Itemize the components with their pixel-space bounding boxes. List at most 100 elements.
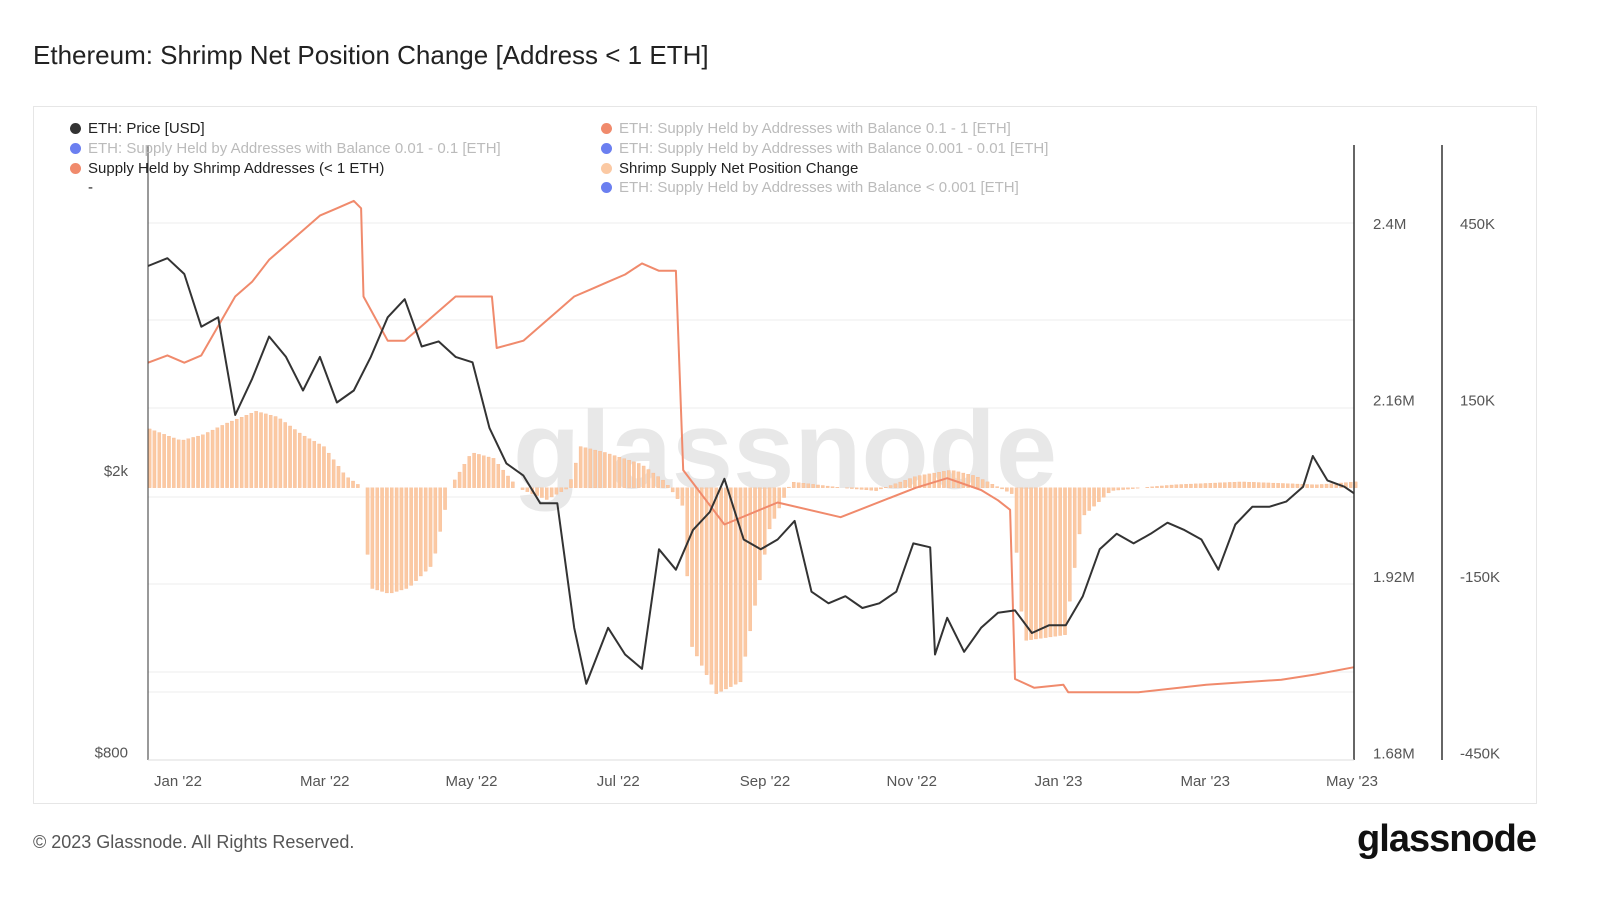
net-position-bar xyxy=(283,422,287,488)
net-position-bar xyxy=(1160,485,1164,488)
net-position-bar xyxy=(549,487,554,498)
net-position-bar xyxy=(1290,483,1295,488)
net-position-bar xyxy=(976,477,980,488)
net-tick-label: -150K xyxy=(1460,569,1500,586)
net-position-bar xyxy=(452,479,457,488)
net-position-bar xyxy=(1223,482,1227,488)
net-position-bar xyxy=(859,487,864,490)
net-position-bar xyxy=(545,487,549,500)
net-position-bar xyxy=(1242,481,1246,488)
net-position-bar xyxy=(1324,483,1329,488)
net-position-bar xyxy=(167,436,171,488)
net-position-bar xyxy=(496,464,501,488)
legend-item[interactable]: ETH: Supply Held by Addresses with Balan… xyxy=(601,179,1019,196)
net-position-bar xyxy=(1101,487,1106,498)
net-position-bar xyxy=(264,413,268,488)
net-position-bar xyxy=(1179,484,1183,488)
net-tick-label: 450K xyxy=(1460,216,1495,233)
net-position-bar xyxy=(884,487,888,488)
net-position-bar xyxy=(980,479,985,488)
net-position-bar xyxy=(787,486,791,488)
net-position-bar xyxy=(317,443,321,488)
net-position-bar xyxy=(729,487,733,687)
net-position-bar xyxy=(1082,487,1087,516)
net-position-bar xyxy=(733,487,738,685)
legend-item[interactable]: Supply Held by Shrimp Addresses (< 1 ETH… xyxy=(70,160,384,177)
net-position-bar xyxy=(423,487,428,572)
net-position-bar xyxy=(1295,483,1300,488)
net-position-bar xyxy=(627,460,631,488)
net-position-bar xyxy=(428,487,433,567)
legend-label: ETH: Price [USD] xyxy=(88,120,205,137)
net-position-bar xyxy=(457,471,462,488)
legend-dot-icon xyxy=(601,143,612,154)
x-tick-label: Mar '22 xyxy=(300,773,350,790)
net-position-bar xyxy=(288,425,292,488)
net-position-bar xyxy=(404,487,409,589)
legend-label: Shrimp Supply Net Position Change xyxy=(619,160,859,177)
legend-item[interactable]: - xyxy=(70,179,93,196)
legend-item[interactable]: ETH: Supply Held by Addresses with Balan… xyxy=(601,120,1011,137)
net-position-bar xyxy=(656,476,660,488)
net-position-bar xyxy=(801,483,806,488)
net-position-bar xyxy=(927,473,932,488)
net-position-bar xyxy=(1252,482,1256,488)
legend-item[interactable]: ETH: Price [USD] xyxy=(70,120,205,137)
legend-item[interactable]: ETH: Supply Held by Addresses with Balan… xyxy=(70,140,501,157)
net-position-bar xyxy=(1000,487,1004,490)
net-position-bar xyxy=(792,481,796,488)
net-position-bar xyxy=(709,487,714,685)
net-position-bar xyxy=(1305,484,1309,488)
legend-dot-icon xyxy=(70,182,81,193)
net-position-bar xyxy=(1039,487,1043,639)
net-position-bar xyxy=(1315,484,1319,488)
legend-item[interactable]: Shrimp Supply Net Position Change xyxy=(601,160,858,177)
net-position-bar xyxy=(201,434,205,488)
net-position-bar xyxy=(341,472,346,488)
net-position-bar xyxy=(1150,486,1154,488)
net-position-bar xyxy=(1087,487,1091,511)
legend-item[interactable]: ETH: Supply Held by Addresses with Balan… xyxy=(601,140,1048,157)
eth-price-line xyxy=(147,257,1355,685)
net-position-bar xyxy=(661,479,665,488)
net-position-bar xyxy=(1034,487,1038,640)
net-position-bar xyxy=(825,485,830,488)
net-position-bar xyxy=(1072,487,1077,568)
net-position-bar xyxy=(297,432,302,488)
net-position-bar xyxy=(331,459,336,488)
net-position-bar xyxy=(157,432,162,488)
net-position-bar xyxy=(603,452,607,488)
net-position-bar xyxy=(419,487,423,577)
net-position-bar xyxy=(196,435,200,488)
net-position-bar xyxy=(225,422,229,488)
net-position-bar xyxy=(617,457,622,488)
legend-dot-icon xyxy=(70,163,81,174)
net-position-bar xyxy=(380,487,384,592)
net-position-bar xyxy=(1043,487,1048,638)
net-position-bar xyxy=(811,484,815,488)
net-position-bar xyxy=(874,487,878,491)
net-position-bar xyxy=(433,487,438,554)
net-position-bar xyxy=(990,484,995,488)
net-position-bar xyxy=(278,418,283,488)
net-position-bar xyxy=(385,487,389,594)
net-position-bar xyxy=(525,487,530,492)
net-position-bar xyxy=(821,485,825,488)
net-position-bar xyxy=(1092,487,1096,507)
net-position-bar xyxy=(1329,483,1334,488)
supply-tick-label: 1.68M xyxy=(1373,746,1415,763)
net-position-bar xyxy=(666,485,670,488)
net-position-bar xyxy=(390,487,394,594)
net-position-bar xyxy=(593,449,597,488)
net-position-bar xyxy=(956,471,961,488)
net-position-bar xyxy=(501,469,505,488)
net-position-bar xyxy=(1005,487,1009,492)
legend-label: ETH: Supply Held by Addresses with Balan… xyxy=(619,140,1049,157)
supply-tick-label: 2.16M xyxy=(1373,393,1415,410)
net-position-bar xyxy=(1218,482,1222,488)
net-position-bar xyxy=(1058,487,1062,636)
net-position-bar xyxy=(758,487,762,581)
legend-label: ETH: Supply Held by Addresses with Balan… xyxy=(88,140,501,157)
net-position-bar xyxy=(1024,487,1029,641)
net-position-bar xyxy=(467,456,472,488)
